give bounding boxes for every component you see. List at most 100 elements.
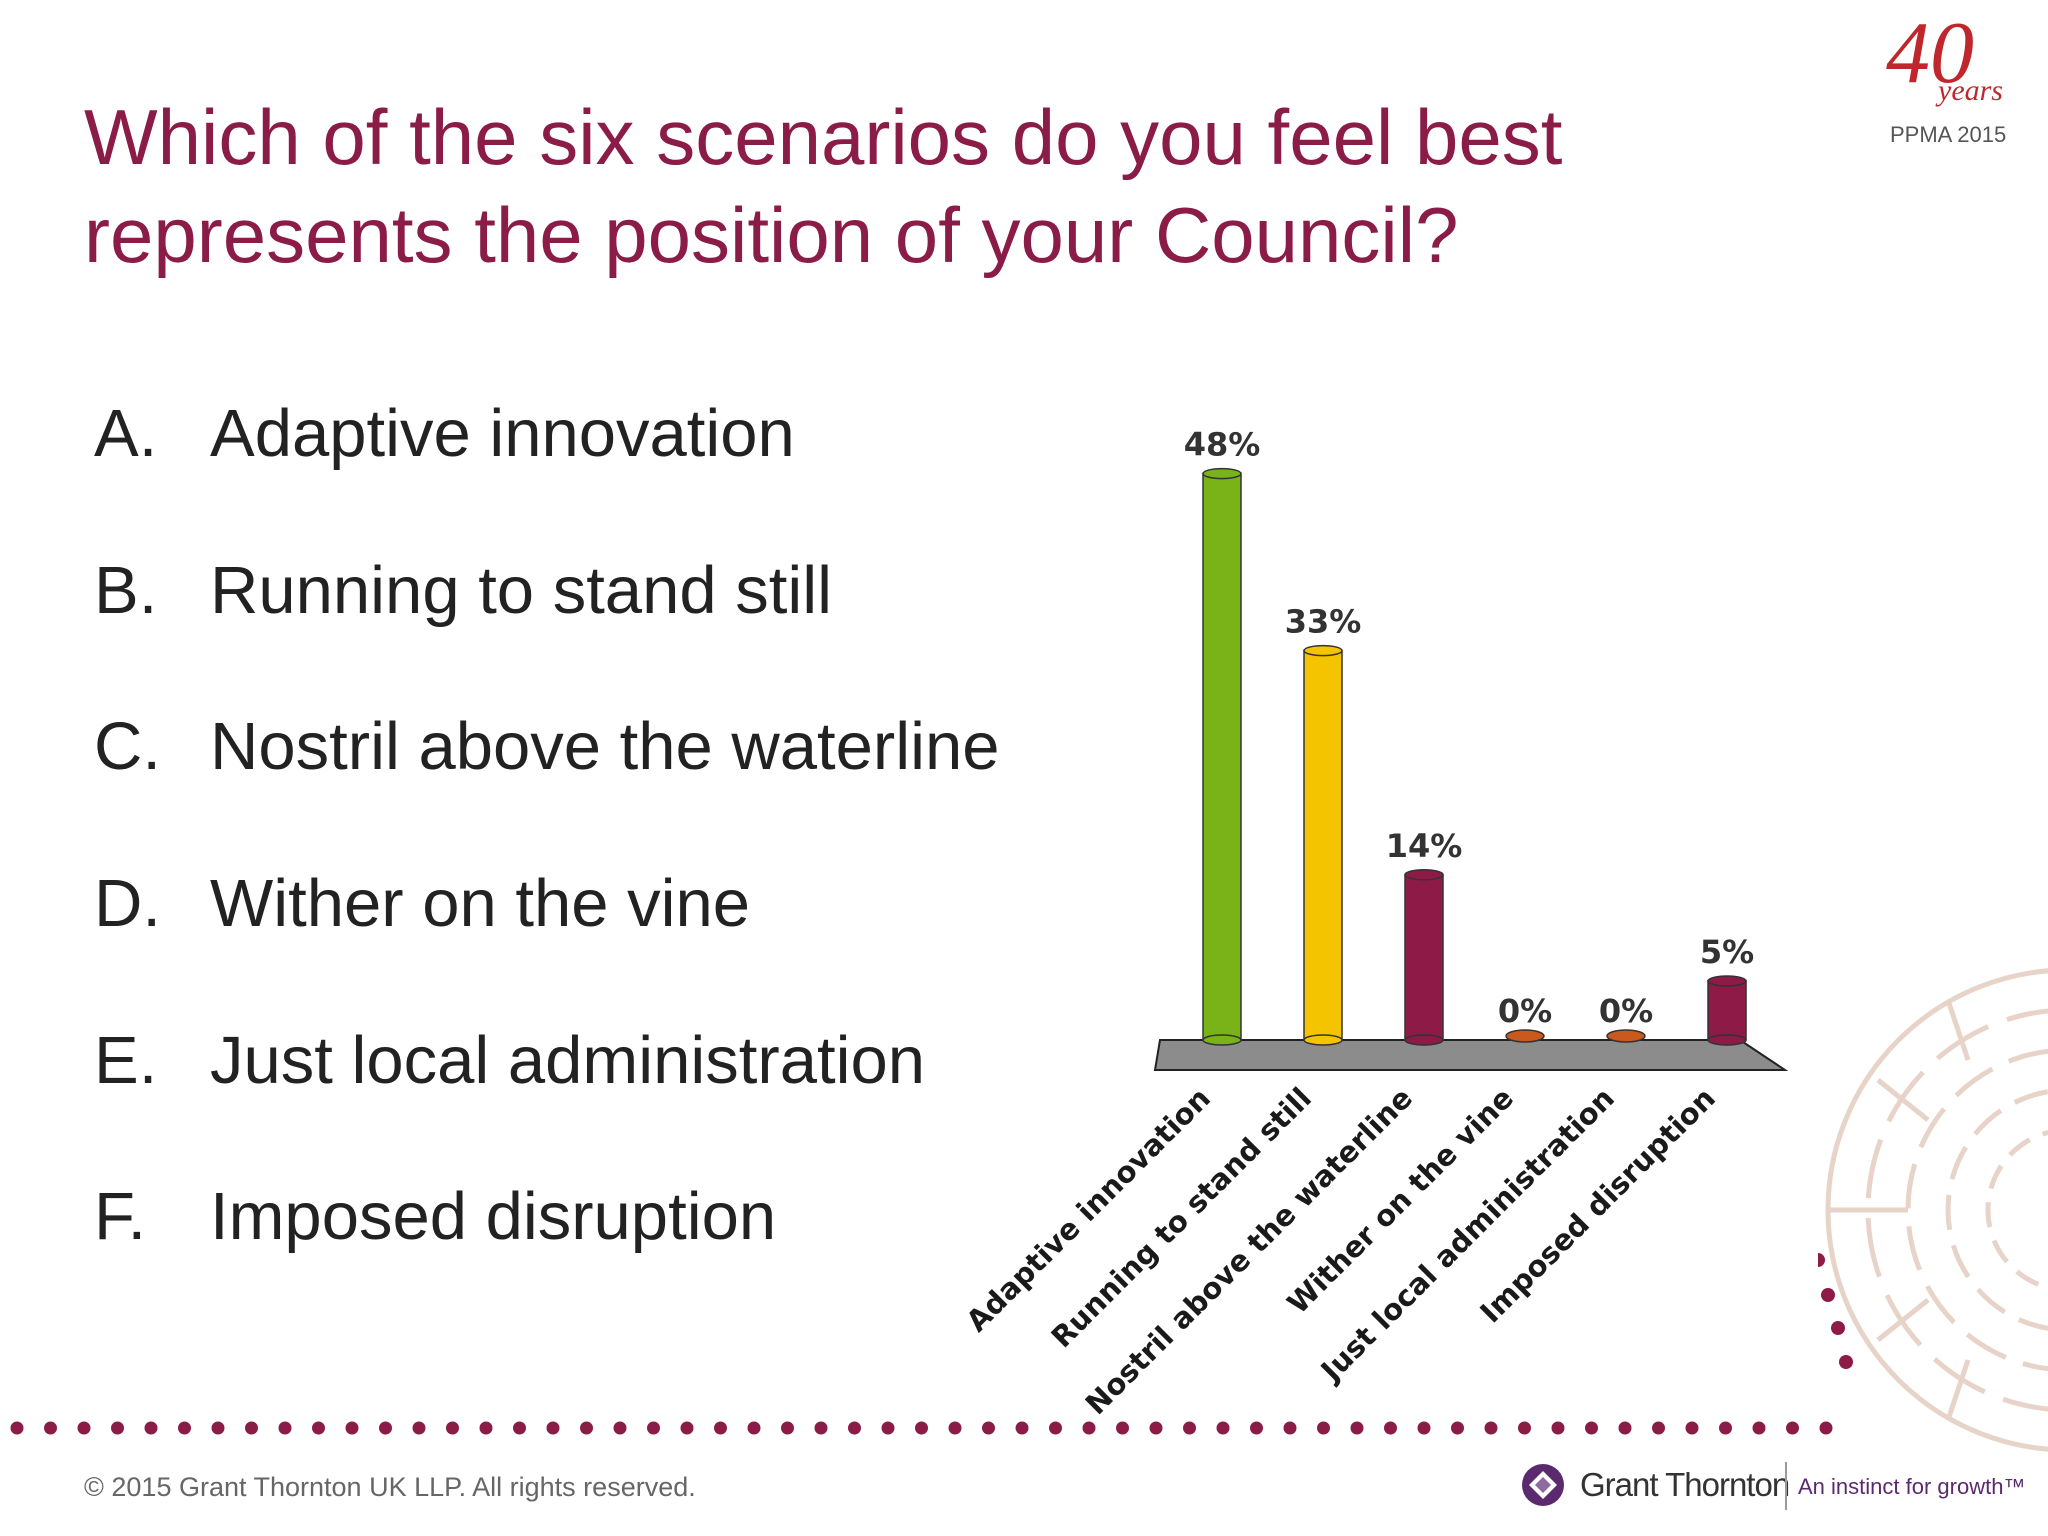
divider-dot <box>747 1421 761 1435</box>
bar-6 <box>1707 980 1747 1041</box>
option-e: E. Just local administration <box>94 1022 1094 1102</box>
slide-title: Which of the six scenarios do you feel b… <box>84 88 1644 284</box>
divider-dot <box>680 1421 694 1435</box>
results-bar-chart: 48% Adaptive innovation 33% Running to stan… <box>960 380 1820 1430</box>
divider-dot <box>1618 1421 1632 1435</box>
bar-base-3 <box>1404 1034 1444 1046</box>
divider-dot <box>1484 1421 1498 1435</box>
divider-dot <box>211 1421 225 1435</box>
brand-name: Grant Thornton <box>1580 1466 1790 1503</box>
option-letter: E. <box>94 1023 158 1098</box>
bar-base-1 <box>1202 1034 1242 1046</box>
bar-base-6 <box>1707 1034 1747 1046</box>
divider-dot <box>948 1421 962 1435</box>
option-f: F. Imposed disruption <box>94 1178 1094 1258</box>
bar-base-2 <box>1303 1034 1343 1046</box>
divider-dot <box>1049 1421 1062 1435</box>
bar-top-6 <box>1707 975 1747 987</box>
divider-dot <box>1518 1421 1531 1435</box>
divider-dot <box>111 1421 124 1435</box>
option-b: B. Running to stand still <box>94 552 1094 632</box>
bar-top-3 <box>1404 869 1444 881</box>
divider-dot <box>1250 1421 1263 1435</box>
option-a: A. Adaptive innovation <box>94 395 1094 475</box>
divider-dot <box>982 1421 995 1435</box>
divider-dot <box>613 1421 627 1435</box>
option-label: Adaptive innovation <box>210 396 795 471</box>
data-label-6: 5% <box>1700 933 1754 971</box>
divider-dot <box>1317 1421 1330 1435</box>
data-label-2: 33% <box>1285 603 1362 641</box>
grant-thornton-logo: Grant Thornton An instinct for growth™ <box>1520 1458 2040 1518</box>
divider-dot <box>714 1421 727 1435</box>
divider-dot <box>814 1421 828 1435</box>
divider-dot <box>1149 1421 1163 1435</box>
bar-2 <box>1303 649 1343 1041</box>
divider-dot <box>647 1421 660 1435</box>
divider-dot <box>848 1421 861 1435</box>
dotted-divider <box>10 1421 1833 1435</box>
divider-dot <box>178 1421 191 1435</box>
bar-top-2 <box>1303 644 1343 657</box>
data-label-5: 0% <box>1599 992 1653 1030</box>
brand-separator <box>1785 1462 1787 1510</box>
divider-dot <box>1183 1421 1196 1435</box>
copyright-footer: © 2015 Grant Thornton UK LLP. All rights… <box>84 1472 696 1502</box>
maze-decoration <box>1818 968 2048 1452</box>
divider-dot <box>1819 1421 1833 1435</box>
divider-dot <box>1350 1421 1364 1435</box>
grant-thornton-mark-icon <box>1522 1464 1564 1506</box>
divider-dot <box>1082 1421 1096 1435</box>
divider-dot <box>1451 1421 1464 1435</box>
option-label: Running to stand still <box>210 553 832 628</box>
badge-event: PPMA 2015 <box>1890 122 2006 147</box>
divider-dot <box>1216 1421 1230 1435</box>
slide-title-line-2: represents the position of your Council? <box>84 191 1459 279</box>
divider-dot <box>10 1421 24 1435</box>
bar-3 <box>1404 874 1444 1041</box>
divider-dot <box>1551 1421 1565 1435</box>
divider-dot <box>1417 1421 1431 1435</box>
divider-dot <box>44 1421 57 1435</box>
divider-dot <box>1384 1421 1397 1435</box>
option-label: Imposed disruption <box>210 1179 777 1254</box>
divider-dot <box>144 1421 158 1435</box>
option-label: Nostril above the waterline <box>210 709 1000 784</box>
data-label-4: 0% <box>1498 992 1552 1030</box>
chart-floor <box>1153 1039 1789 1071</box>
option-label: Wither on the vine <box>210 866 750 941</box>
bar-top-1 <box>1202 467 1242 480</box>
divider-dot <box>1116 1421 1129 1435</box>
divider-dot <box>345 1421 359 1435</box>
divider-dot <box>1786 1421 1799 1435</box>
badge-number: 40 <box>1886 5 1974 102</box>
divider-dot <box>379 1421 392 1435</box>
option-c: C. Nostril above the waterline <box>94 708 1094 788</box>
divider-dot <box>312 1421 325 1435</box>
divider-dot <box>546 1421 560 1435</box>
divider-dot <box>1652 1421 1665 1435</box>
divider-dot <box>446 1421 459 1435</box>
divider-dot <box>513 1421 526 1435</box>
slide-title-line-1: Which of the six scenarios do you feel b… <box>84 93 1563 181</box>
divider-dot <box>1283 1421 1297 1435</box>
divider-dot <box>915 1421 928 1435</box>
bar-5 <box>1606 1029 1646 1043</box>
bar-1 <box>1202 472 1242 1041</box>
divider-dot <box>1685 1421 1699 1435</box>
badge-word: years <box>1935 74 2003 107</box>
divider-dot <box>245 1421 258 1435</box>
divider-dot <box>479 1421 493 1435</box>
option-label: Just local administration <box>210 1023 925 1098</box>
divider-dot <box>412 1421 426 1435</box>
divider-dot <box>1585 1421 1598 1435</box>
ppma-40-years-badge: 40 years PPMA 2015 <box>1886 5 2006 147</box>
option-letter: A. <box>94 396 158 471</box>
divider-dot <box>1015 1421 1029 1435</box>
divider-dot <box>278 1421 292 1435</box>
data-label-1: 48% <box>1184 426 1261 464</box>
bar-4 <box>1505 1029 1545 1043</box>
divider-dot <box>881 1421 895 1435</box>
divider-dot <box>580 1421 593 1435</box>
